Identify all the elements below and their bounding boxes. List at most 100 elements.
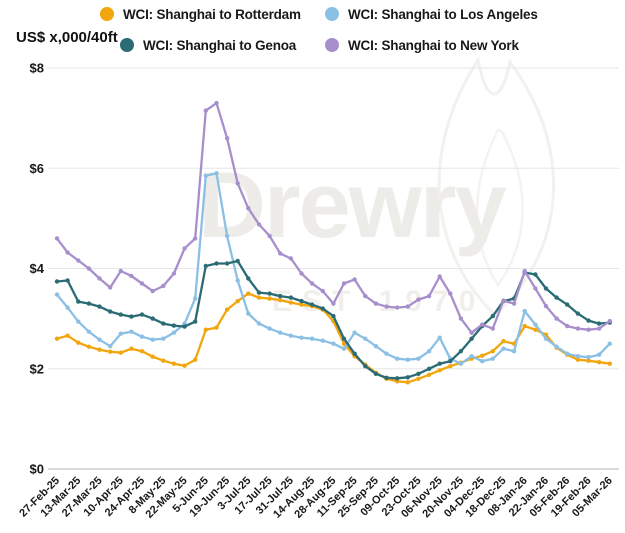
data-point-new_york <box>448 291 453 296</box>
data-point-los_angeles <box>384 351 389 356</box>
data-point-los_angeles <box>118 331 124 336</box>
data-point-genoa <box>363 364 368 369</box>
data-point-genoa <box>246 276 251 281</box>
data-point-rotterdam <box>426 372 432 377</box>
data-point-genoa <box>224 261 230 266</box>
data-point-rotterdam <box>341 341 347 346</box>
data-point-genoa <box>299 298 304 304</box>
data-point-genoa <box>490 313 495 319</box>
data-point-new_york <box>139 281 145 286</box>
data-point-new_york <box>501 298 506 303</box>
legend-label: WCI: Shanghai to Los Angeles <box>348 6 538 22</box>
data-point-los_angeles <box>575 354 581 359</box>
legend-item-new-york[interactable]: WCI: Shanghai to New York <box>325 36 519 54</box>
data-point-genoa <box>437 361 442 366</box>
data-point-new_york <box>97 276 102 281</box>
data-point-los_angeles <box>405 357 410 362</box>
data-point-new_york <box>458 316 464 321</box>
legend-item-rotterdam[interactable]: WCI: Shanghai to Rotterdam <box>100 5 301 23</box>
data-point-new_york <box>426 293 432 299</box>
data-point-genoa <box>203 263 208 269</box>
data-point-los_angeles <box>395 356 400 361</box>
data-point-genoa <box>235 258 240 264</box>
legend-label: WCI: Shanghai to Genoa <box>143 37 297 53</box>
data-point-new_york <box>575 326 581 331</box>
data-point-new_york <box>193 236 198 241</box>
data-point-new_york <box>554 316 559 321</box>
data-point-rotterdam <box>448 364 453 369</box>
data-point-rotterdam <box>246 291 251 296</box>
data-point-los_angeles <box>108 344 113 349</box>
data-point-new_york <box>299 271 304 276</box>
data-point-rotterdam <box>118 350 124 355</box>
data-point-new_york <box>405 304 410 309</box>
data-point-new_york <box>586 327 591 332</box>
data-point-los_angeles <box>224 233 230 239</box>
data-point-genoa <box>426 366 432 371</box>
data-point-genoa <box>288 295 294 300</box>
data-point-los_angeles <box>458 361 464 366</box>
data-point-genoa <box>118 312 124 317</box>
data-point-los_angeles <box>543 336 549 341</box>
data-point-los_angeles <box>86 329 92 334</box>
data-point-rotterdam <box>575 357 581 362</box>
data-point-genoa <box>320 306 325 311</box>
data-point-new_york <box>437 274 442 279</box>
legend-item-genoa[interactable]: WCI: Shanghai to Genoa <box>120 36 296 54</box>
data-point-genoa <box>596 321 602 326</box>
data-point-genoa <box>469 336 474 341</box>
data-point-los_angeles <box>76 319 81 324</box>
data-point-new_york <box>65 250 70 255</box>
data-point-rotterdam <box>65 333 70 338</box>
data-point-new_york <box>543 303 549 309</box>
data-point-los_angeles <box>139 334 145 339</box>
data-point-genoa <box>331 313 336 319</box>
data-point-los_angeles <box>490 356 495 361</box>
data-point-genoa <box>575 311 581 316</box>
data-point-rotterdam <box>299 302 304 307</box>
data-point-los_angeles <box>352 330 357 335</box>
legend-item-los-angeles[interactable]: WCI: Shanghai to Los Angeles <box>325 5 538 23</box>
data-point-new_york <box>278 251 283 256</box>
data-point-rotterdam <box>490 349 495 354</box>
data-point-los_angeles <box>416 356 421 361</box>
data-point-new_york <box>352 277 357 282</box>
data-point-genoa <box>54 279 60 284</box>
data-point-rotterdam <box>533 327 538 332</box>
data-point-genoa <box>341 336 347 341</box>
data-point-genoa <box>543 286 549 291</box>
legend-label: WCI: Shanghai to New York <box>348 37 519 53</box>
data-point-rotterdam <box>108 349 113 354</box>
data-point-genoa <box>565 302 570 307</box>
data-point-new_york <box>480 322 485 327</box>
data-point-los_angeles <box>267 326 272 331</box>
data-point-new_york <box>533 286 538 291</box>
data-point-rotterdam <box>182 363 187 368</box>
data-point-new_york <box>416 297 421 302</box>
data-point-genoa <box>256 290 262 295</box>
data-point-genoa <box>352 351 357 356</box>
data-point-rotterdam <box>607 361 612 366</box>
data-point-rotterdam <box>480 353 485 358</box>
data-point-new_york <box>596 326 602 331</box>
data-point-los_angeles <box>256 321 262 326</box>
data-point-rotterdam <box>288 300 294 305</box>
data-point-los_angeles <box>437 335 442 340</box>
data-point-new_york <box>150 288 155 294</box>
data-point-los_angeles <box>522 308 527 314</box>
data-point-rotterdam <box>193 357 198 362</box>
data-point-new_york <box>511 301 517 306</box>
data-point-rotterdam <box>97 347 102 352</box>
data-point-los_angeles <box>480 359 485 364</box>
y-tick-label: $8 <box>30 61 44 76</box>
data-point-new_york <box>309 281 315 286</box>
data-point-rotterdam <box>596 360 602 365</box>
data-point-rotterdam <box>54 336 60 341</box>
data-point-new_york <box>214 100 219 106</box>
data-point-rotterdam <box>405 380 410 385</box>
data-point-rotterdam <box>278 297 283 303</box>
data-point-rotterdam <box>501 339 506 344</box>
data-point-rotterdam <box>171 361 177 366</box>
